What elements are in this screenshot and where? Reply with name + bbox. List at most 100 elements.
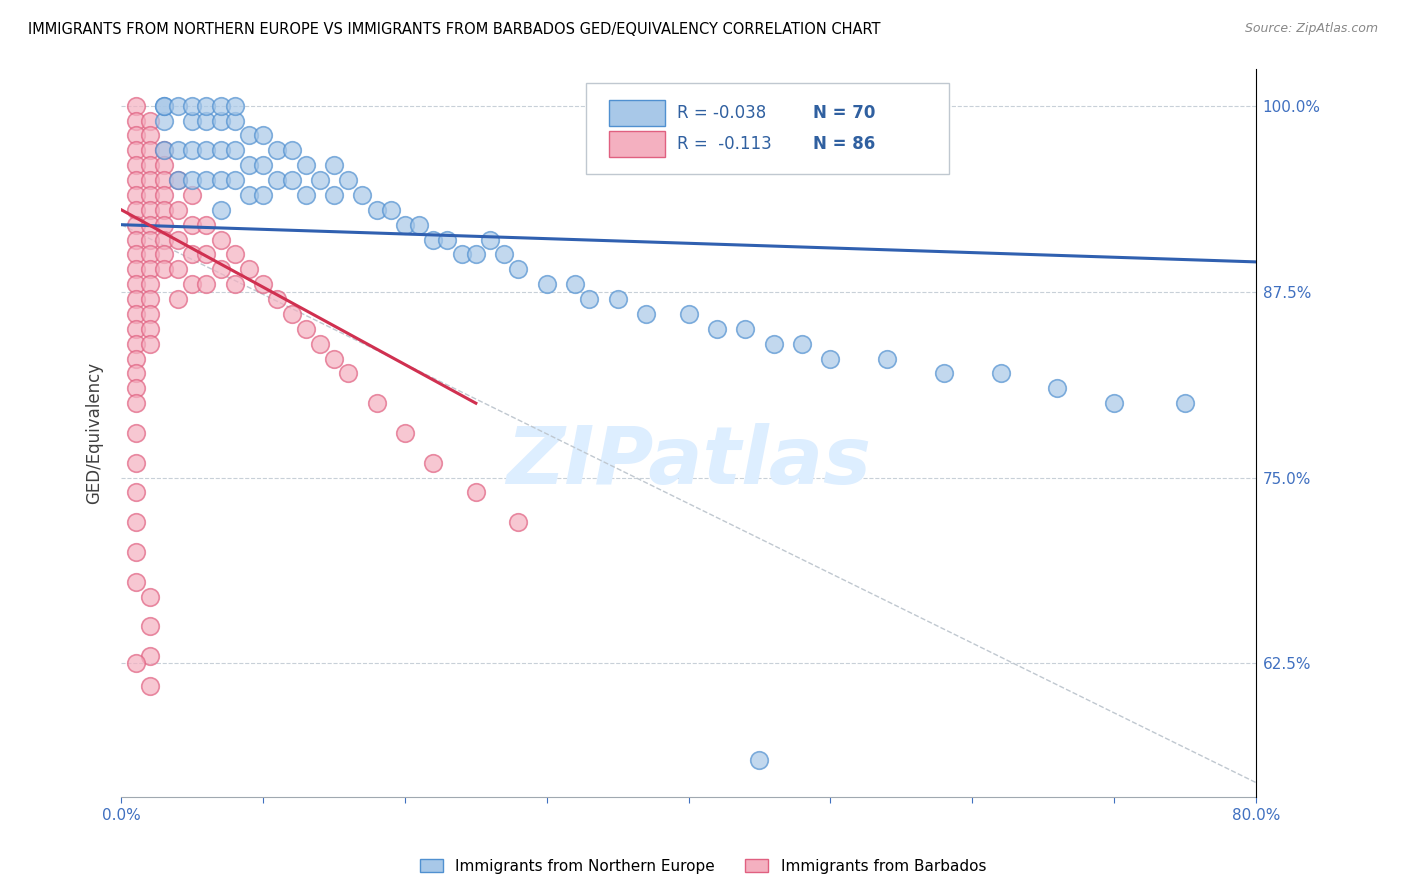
Point: [138, 173, 160, 187]
Point: [124, 307, 146, 321]
Point: [1102, 396, 1125, 410]
Point: [323, 351, 346, 366]
Point: [238, 262, 260, 277]
Point: [224, 99, 246, 113]
Point: [366, 202, 388, 217]
Point: [464, 485, 486, 500]
Point: [195, 99, 218, 113]
Point: [195, 144, 218, 158]
Point: [294, 158, 316, 172]
Point: [508, 515, 530, 529]
Point: [450, 247, 472, 261]
Point: [124, 292, 146, 306]
Point: [932, 367, 955, 381]
Point: [309, 336, 332, 351]
Point: [820, 351, 842, 366]
Point: [124, 485, 146, 500]
Point: [408, 218, 430, 232]
Point: [323, 158, 346, 172]
Point: [209, 262, 232, 277]
Point: [153, 218, 176, 232]
Point: [153, 158, 176, 172]
Point: [124, 351, 146, 366]
Point: [153, 99, 176, 113]
Point: [167, 292, 190, 306]
Point: [394, 425, 416, 440]
Point: [494, 247, 516, 261]
Point: [266, 144, 288, 158]
Point: [508, 262, 530, 277]
Point: [337, 367, 360, 381]
Point: [138, 336, 160, 351]
Point: [224, 144, 246, 158]
Point: [762, 336, 785, 351]
Text: IMMIGRANTS FROM NORTHERN EUROPE VS IMMIGRANTS FROM BARBADOS GED/EQUIVALENCY CORR: IMMIGRANTS FROM NORTHERN EUROPE VS IMMIG…: [28, 22, 880, 37]
Point: [124, 381, 146, 395]
Point: [436, 233, 458, 247]
Point: [153, 262, 176, 277]
Point: [479, 233, 502, 247]
Point: [195, 218, 218, 232]
Point: [138, 679, 160, 693]
Point: [422, 233, 444, 247]
Point: [209, 99, 232, 113]
Point: [124, 247, 146, 261]
Point: [138, 202, 160, 217]
Point: [366, 396, 388, 410]
Point: [266, 292, 288, 306]
Point: [238, 128, 260, 143]
Point: [195, 173, 218, 187]
FancyBboxPatch shape: [609, 131, 665, 158]
Point: [394, 218, 416, 232]
Point: [153, 113, 176, 128]
Point: [153, 144, 176, 158]
Point: [124, 277, 146, 292]
Point: [181, 247, 204, 261]
Point: [195, 113, 218, 128]
Point: [167, 233, 190, 247]
Point: [124, 113, 146, 128]
Point: [124, 99, 146, 113]
Text: N = 70: N = 70: [813, 104, 876, 122]
Point: [138, 247, 160, 261]
Point: [167, 144, 190, 158]
Point: [337, 173, 360, 187]
Point: [634, 307, 657, 321]
Point: [138, 128, 160, 143]
Point: [181, 218, 204, 232]
Point: [153, 173, 176, 187]
Point: [678, 307, 700, 321]
Point: [181, 144, 204, 158]
Point: [138, 144, 160, 158]
Point: [167, 99, 190, 113]
Point: [224, 113, 246, 128]
Point: [209, 144, 232, 158]
Point: [124, 233, 146, 247]
Point: [209, 113, 232, 128]
Point: [734, 322, 756, 336]
Point: [138, 233, 160, 247]
Point: [606, 292, 628, 306]
Point: [138, 590, 160, 604]
Point: [209, 202, 232, 217]
Point: [138, 277, 160, 292]
Point: [124, 425, 146, 440]
Point: [124, 144, 146, 158]
Point: [124, 396, 146, 410]
FancyBboxPatch shape: [586, 83, 949, 174]
Point: [138, 648, 160, 663]
Point: [153, 202, 176, 217]
Point: [380, 202, 402, 217]
Text: ZIPatlas: ZIPatlas: [506, 423, 872, 501]
Point: [564, 277, 586, 292]
Point: [578, 292, 600, 306]
Point: [224, 173, 246, 187]
Point: [124, 173, 146, 187]
Point: [209, 233, 232, 247]
Point: [124, 336, 146, 351]
Point: [138, 262, 160, 277]
Point: [876, 351, 898, 366]
Text: R = -0.038: R = -0.038: [678, 104, 766, 122]
Point: [138, 158, 160, 172]
Point: [153, 247, 176, 261]
